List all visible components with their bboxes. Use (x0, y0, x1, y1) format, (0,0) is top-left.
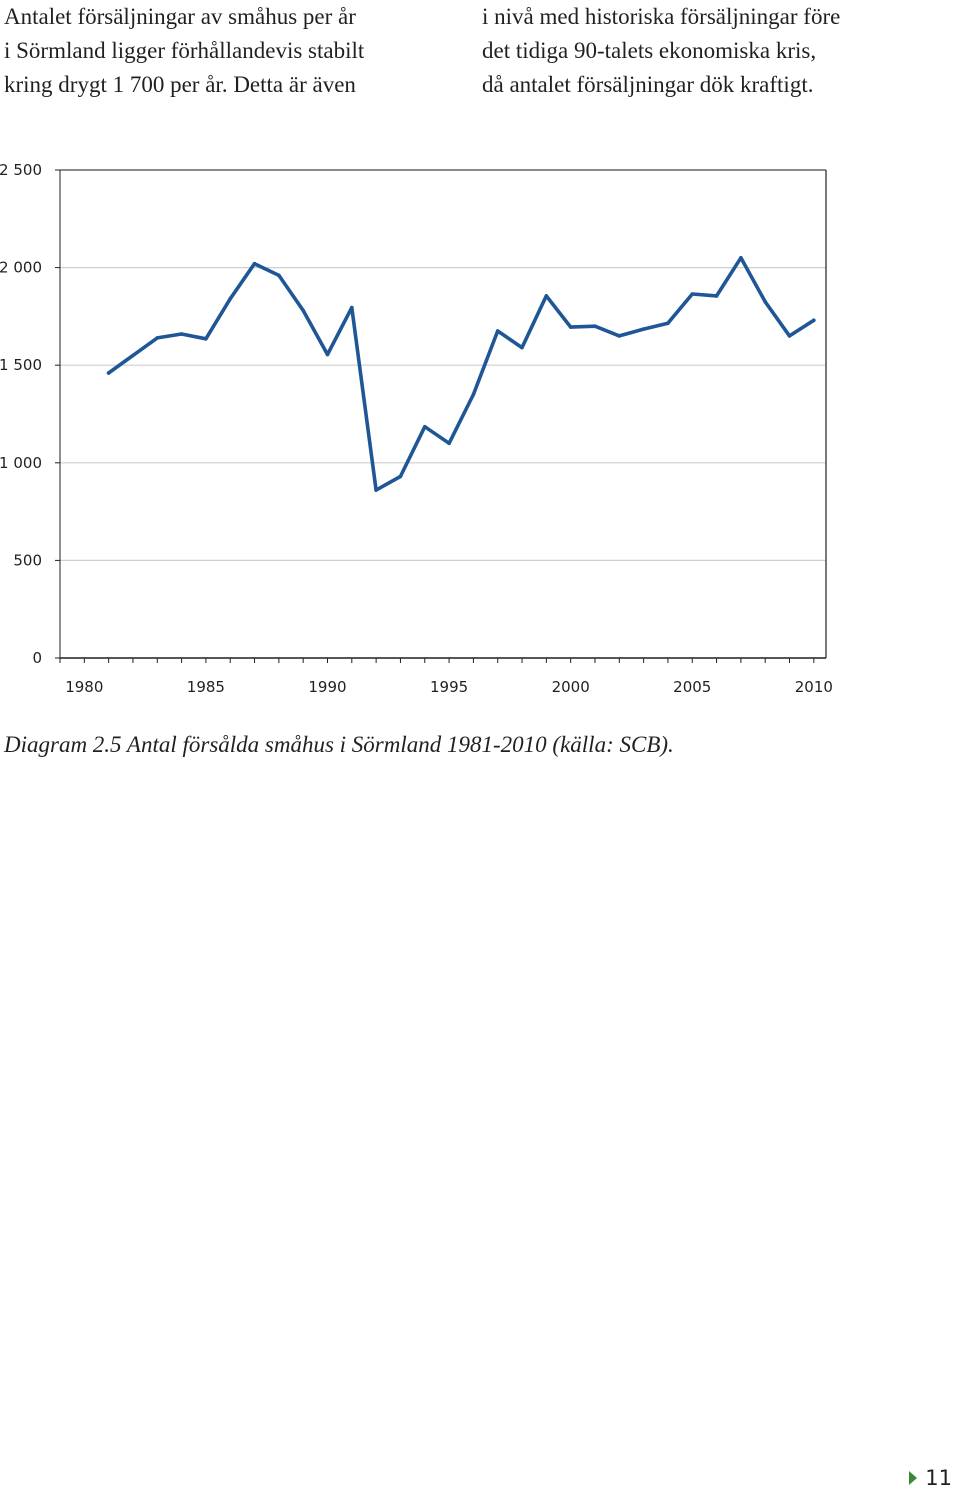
body-text-line: i nivå med historiska försäljningar före (482, 4, 841, 29)
data-point (106, 371, 111, 375)
data-point (568, 325, 573, 329)
y-tick-label: 1 500 (0, 356, 42, 374)
data-point (374, 488, 378, 492)
x-tick-marks (59, 658, 815, 663)
x-tick-label: 2000 (552, 678, 590, 696)
data-point (179, 332, 184, 336)
data-point (398, 474, 403, 479)
axes (55, 169, 827, 659)
data-point (155, 336, 160, 340)
y-tick-label: 2 000 (0, 259, 42, 277)
data-point (739, 256, 743, 260)
page-number: 11 (925, 1466, 952, 1490)
triangle-arrow-icon (909, 1471, 918, 1485)
data-point (544, 294, 549, 298)
data-point (471, 392, 476, 397)
line-chart: 0 500 1 000 1 500 2 000 2 500 1980 1985 1990 199… (0, 161, 833, 696)
x-tick-label: 2010 (795, 678, 833, 696)
grid-lines (60, 169, 826, 561)
x-tick-label: 1995 (430, 678, 468, 696)
body-text-line: Antalet försäljningar av småhus per år (4, 4, 356, 29)
data-point (714, 294, 719, 298)
data-point (423, 424, 427, 429)
x-tick-label: 2005 (673, 678, 711, 696)
data-point (520, 345, 524, 350)
data-point (204, 337, 208, 341)
data-point (593, 324, 597, 328)
data-point (641, 327, 646, 331)
y-tick-label: 2 500 (0, 161, 42, 179)
series-line (106, 256, 816, 492)
data-point (350, 305, 354, 310)
body-text-line: kring drygt 1 700 per år. Detta är även (4, 72, 356, 97)
data-point (131, 353, 135, 358)
x-tick-label: 1990 (308, 678, 346, 696)
data-point (617, 334, 622, 338)
x-tick-label: 1980 (65, 678, 103, 696)
y-tick-labels: 0 500 1 000 1 500 2 000 2 500 (0, 161, 42, 667)
body-text-line: det tidiga 90-talets ekonomiska kris, (482, 38, 817, 63)
data-point (495, 329, 500, 333)
data-point (301, 308, 306, 313)
x-tick-labels: 1980 1985 1990 1995 2000 2005 2010 (65, 678, 833, 696)
data-point (277, 273, 281, 278)
page-number-area: 11 (909, 1464, 952, 1492)
data-point (763, 300, 767, 304)
body-text-right-column: i nivå med historiska försäljningar före… (482, 0, 952, 102)
body-text-line: då antalet försäljningar dök kraftigt. (482, 72, 814, 97)
body-text-left-column: Antalet försäljningar av småhus per år i… (4, 0, 444, 102)
figure-caption: Diagram 2.5 Antal försålda småhus i Sörm… (4, 732, 674, 757)
body-text-line: i Sörmland ligger förhållandevis stabilt (4, 38, 365, 63)
data-point (787, 334, 792, 338)
data-point (447, 441, 451, 446)
data-point (252, 261, 257, 266)
y-tick-label: 500 (13, 551, 42, 569)
x-tick-label: 1985 (187, 678, 225, 696)
y-tick-label: 0 (32, 649, 42, 667)
series-layer (106, 256, 816, 492)
data-point (666, 321, 670, 325)
y-tick-label: 1 000 (0, 454, 42, 472)
data-point (325, 352, 330, 357)
data-point (690, 292, 695, 296)
data-point (228, 297, 232, 301)
data-point (812, 318, 816, 323)
